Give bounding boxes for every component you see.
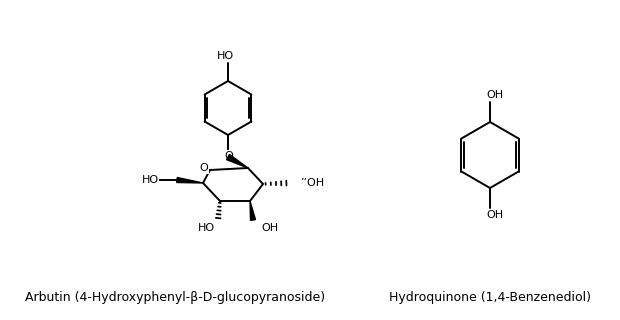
Text: HO: HO xyxy=(197,223,215,233)
Text: ’’OH: ’’OH xyxy=(300,178,324,188)
Text: HO: HO xyxy=(141,175,159,185)
Polygon shape xyxy=(250,201,255,220)
Text: OH: OH xyxy=(261,223,278,233)
Text: HO: HO xyxy=(216,51,234,61)
Text: OH: OH xyxy=(487,210,503,220)
Polygon shape xyxy=(226,154,248,168)
Text: Hydroquinone (1,4-Benzenediol): Hydroquinone (1,4-Benzenediol) xyxy=(389,292,591,305)
Text: O: O xyxy=(200,163,208,173)
Text: O: O xyxy=(224,151,233,161)
Polygon shape xyxy=(177,178,203,183)
Text: OH: OH xyxy=(487,90,503,100)
Text: Arbutin (4-Hydroxyphenyl-β-D-glucopyranoside): Arbutin (4-Hydroxyphenyl-β-D-glucopyrano… xyxy=(25,292,325,305)
